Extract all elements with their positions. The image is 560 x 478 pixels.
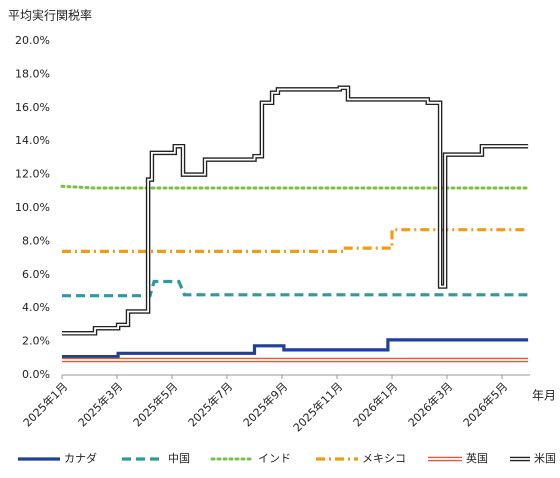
x-tick-label: 2025年11月 (290, 379, 345, 434)
legend-label: カナダ (64, 451, 97, 465)
legend-label: 米国 (534, 452, 556, 465)
y-tick-label: 0.0% (22, 368, 50, 381)
x-tick-label: 2025年1月 (20, 379, 70, 429)
x-tick-label: 2026年3月 (405, 379, 455, 429)
x-tick-label: 2026年1月 (350, 379, 400, 429)
legend-label: メキシコ (362, 452, 406, 465)
y-tick-label: 2.0% (22, 335, 50, 348)
y-tick-label: 18.0% (15, 67, 50, 80)
y-tick-label: 20.0% (15, 34, 50, 47)
legend-label: 英国 (466, 451, 488, 465)
y-tick-label: 10.0% (15, 201, 50, 214)
series-line-inner (62, 86, 529, 335)
y-tick-label: 12.0% (15, 168, 50, 181)
y-tick-label: 8.0% (22, 234, 50, 247)
series-line (62, 228, 529, 253)
series-line (62, 338, 529, 359)
y-tick-label: 4.0% (22, 301, 50, 314)
series-line (62, 279, 529, 298)
series-line (60, 184, 530, 190)
x-tick-label: 2025年3月 (75, 379, 125, 429)
y-axis-title: 平均実行関税率 (8, 8, 92, 23)
x-tick-label: 2026年5月 (460, 379, 510, 429)
legend-label: 中国 (168, 452, 190, 465)
series-line (62, 85, 529, 336)
x-tick-label: 2025年7月 (185, 379, 235, 429)
y-tick-label: 6.0% (22, 268, 50, 281)
x-tick-label: 2025年9月 (240, 379, 290, 429)
legend-label: インド (258, 452, 291, 465)
y-tick-label: 16.0% (15, 101, 50, 114)
x-tick-label: 2025年5月 (130, 379, 180, 429)
y-tick-label: 14.0% (15, 134, 50, 147)
x-axis-title: 年月 (532, 389, 556, 403)
